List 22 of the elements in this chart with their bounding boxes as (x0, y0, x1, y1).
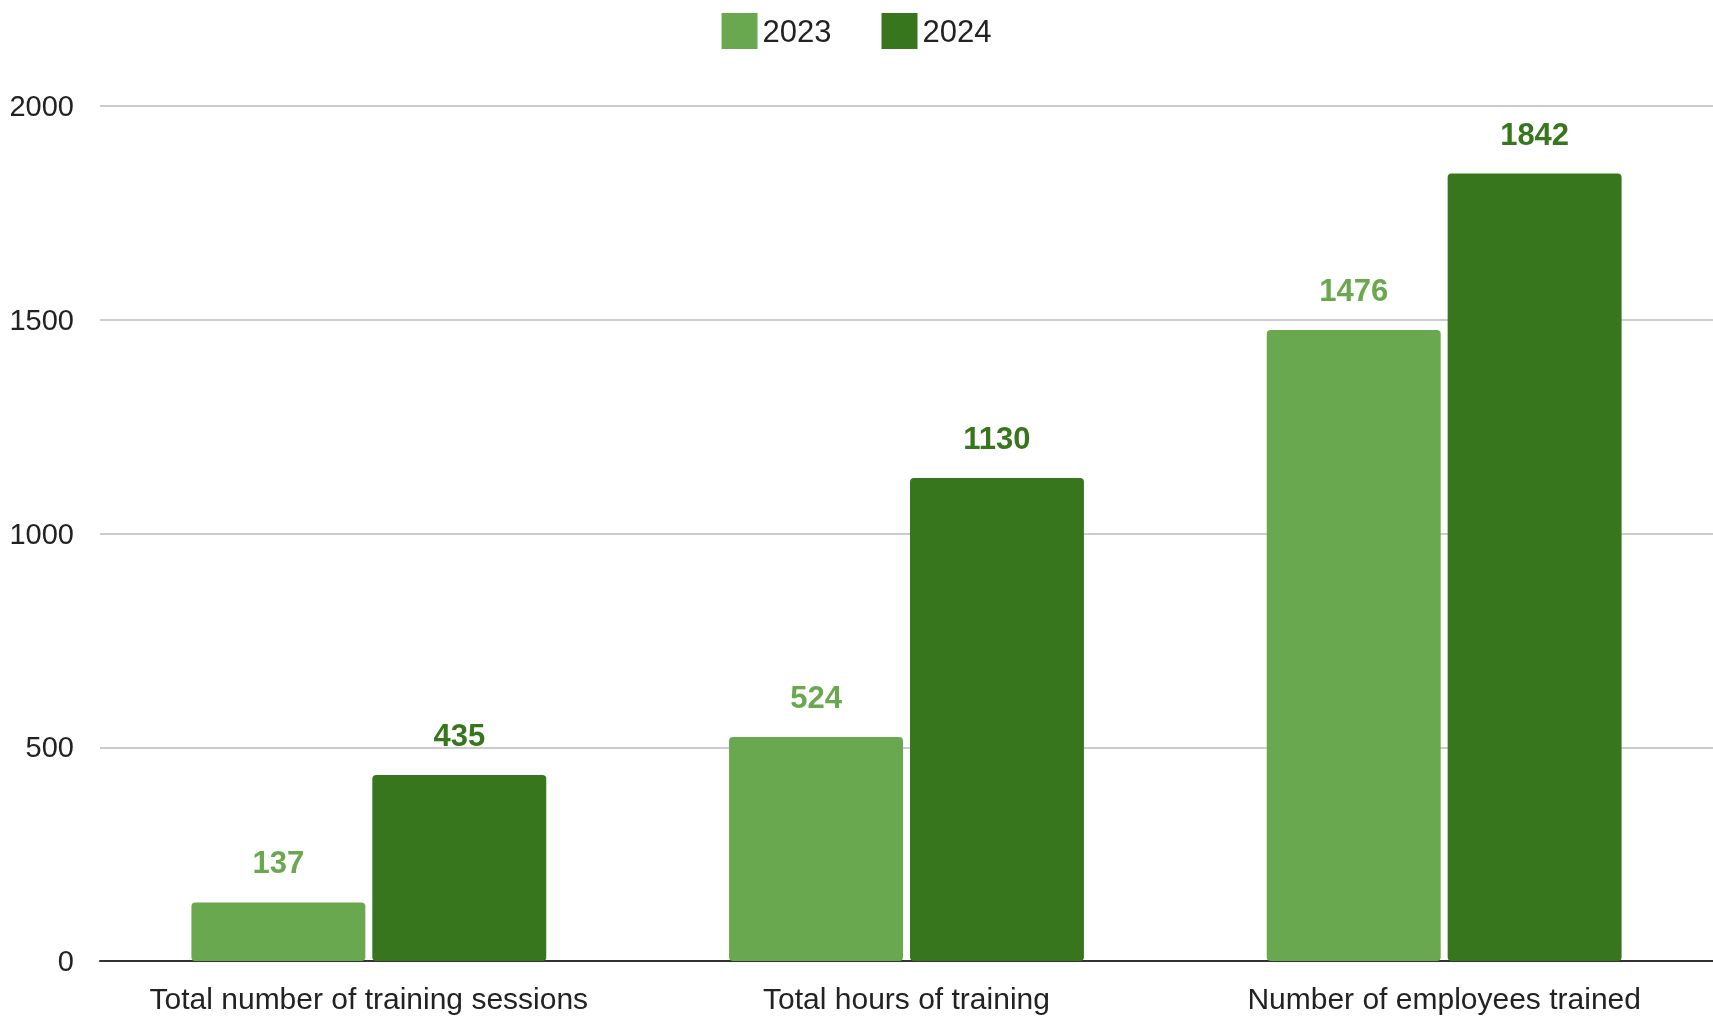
y-tick-label: 1500 (9, 303, 74, 336)
bar (1447, 173, 1622, 961)
y-tick-label: 1000 (9, 517, 74, 550)
data-label: 1130 (963, 420, 1031, 456)
x-tick-label: Total hours of training (763, 981, 1050, 1015)
y-tick-label: 2000 (9, 90, 74, 122)
data-label: 1476 (1319, 273, 1389, 309)
bar (191, 902, 366, 961)
legend-label: 2023 (762, 13, 832, 49)
x-tick-label: Total number of training sessions (149, 981, 589, 1015)
legend-label: 2024 (922, 13, 992, 49)
bar (909, 477, 1084, 961)
y-tick-label: 0 (57, 945, 74, 977)
bar (372, 775, 547, 961)
data-label: 435 (433, 718, 486, 754)
data-label: 1842 (1500, 116, 1570, 152)
data-label: 524 (790, 679, 843, 715)
y-tick-label: 500 (25, 731, 74, 764)
x-tick-label: Number of employees trained (1247, 981, 1641, 1015)
data-label: 137 (252, 845, 305, 881)
bar (729, 736, 904, 961)
bar (1266, 330, 1441, 961)
